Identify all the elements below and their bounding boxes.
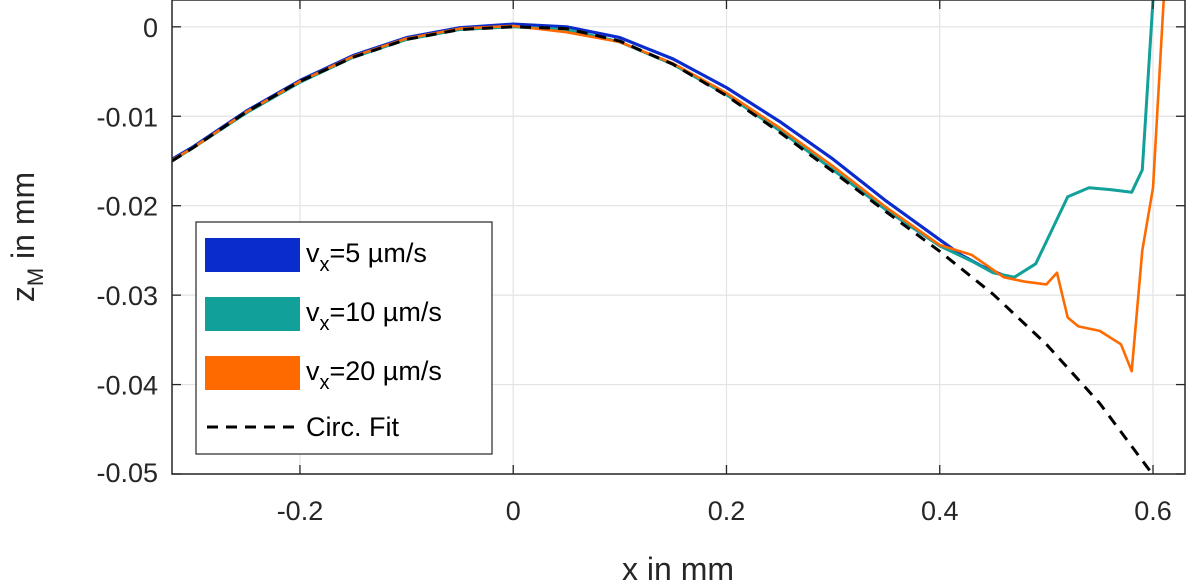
x-tick-label-2: 0.2 — [708, 496, 746, 526]
legend: vx=5 µm/s vx=10 µm/s vx=20 µm/s Circ. Fi… — [195, 221, 493, 455]
legend-label-fit: Circ. Fit — [306, 412, 399, 442]
x-axis-label: x in mm — [622, 551, 734, 584]
legend-label-series-2-main: v — [306, 356, 320, 386]
ticks: -0.2 0 0.2 0.4 0.6 0 -0.01 -0.02 -0.03 -0.04 -0.05 — [96, 0, 1185, 526]
legend-label-series-2: vx=20 µm/s — [306, 356, 442, 394]
x-tick-label-3: 0.4 — [921, 496, 959, 526]
x-tick-label-0: -0.2 — [277, 496, 324, 526]
legend-swatch-series-1 — [205, 297, 300, 331]
y-axis-label-sub: M — [23, 268, 48, 286]
y-axis-label-main: z — [5, 286, 41, 302]
legend-label-series-1-sub: x — [320, 313, 330, 335]
legend-swatch-series-0 — [205, 238, 300, 272]
legend-label-series-2-rest: =20 µm/s — [330, 356, 442, 386]
legend-label-series-1-main: v — [306, 297, 320, 327]
x-tick-label-1: 0 — [506, 496, 521, 526]
legend-label-series-2-sub: x — [320, 372, 330, 394]
series-layer — [172, 0, 1165, 474]
x-tick-label-4: 0.6 — [1134, 496, 1172, 526]
y-tick-label-1: -0.01 — [96, 102, 158, 132]
y-tick-label-2: -0.02 — [96, 192, 158, 222]
legend-label-series-0: vx=5 µm/s — [306, 238, 427, 276]
legend-label-series-0-sub: x — [320, 254, 330, 276]
y-tick-label-3: -0.03 — [96, 281, 158, 311]
legend-label-series-0-rest: =5 µm/s — [330, 238, 427, 268]
y-axis-label-rest: in mm — [5, 172, 41, 268]
legend-label-series-1-rest: =10 µm/s — [330, 297, 442, 327]
y-tick-label-4: -0.04 — [96, 371, 158, 401]
legend-label-series-0-main: v — [306, 238, 320, 268]
y-axis-label: zM in mm — [5, 172, 48, 302]
y-tick-label-5: -0.05 — [96, 458, 158, 488]
y-tick-label-0: 0 — [143, 13, 158, 43]
plot-frame — [171, 0, 1186, 475]
legend-label-series-1: vx=10 µm/s — [306, 297, 442, 335]
fit-line — [172, 25, 1155, 474]
legend-swatch-series-2 — [205, 356, 300, 390]
